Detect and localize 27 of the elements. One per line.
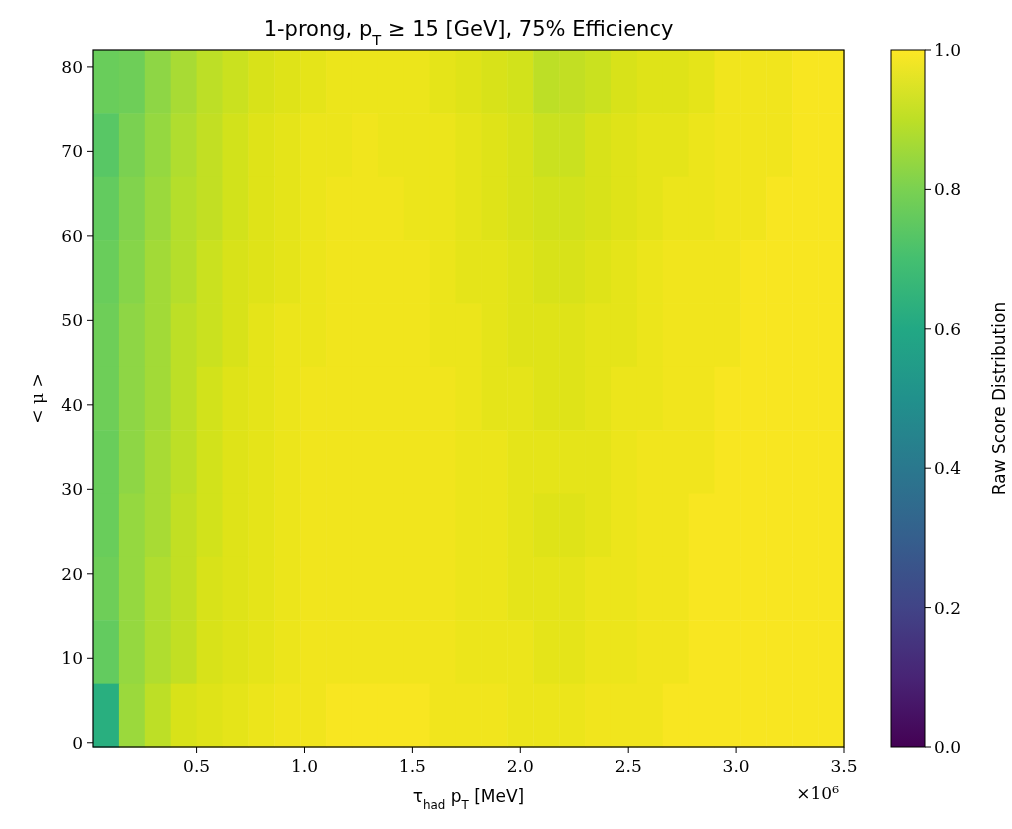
x-tick-label: 0.5 [183,756,211,776]
y-tick-label: 50 [61,310,83,331]
chart-title: 1-prong, p$_{T}$ ≥ 15 [GeV], 75% Efficiency [263,17,674,48]
y-tick-label: 20 [61,563,83,584]
color-bar-label: 1.0 [934,39,962,60]
x-tick-label: 3.5 [830,756,858,776]
x-axis-title: τ$_{had}$ p$_{T}$ [MeV] [412,786,525,812]
color-bar-title: Raw Score Distribution [989,301,1009,496]
x-tick-label: 2.0 [506,756,534,776]
y-tick-label: 30 [61,479,83,500]
y-tick-label: 0 [72,732,83,753]
x-tick-label: 1.5 [398,756,426,776]
color-bar-label: 0.8 [934,179,962,200]
x-tick-label: 1.0 [290,756,319,776]
y-tick-label: 80 [61,56,83,77]
color-bar-label: 0.0 [934,736,962,757]
x-tick-label: 2.5 [614,756,642,776]
y-tick-label: 40 [61,394,83,415]
y-tick-label: 10 [61,648,83,669]
y-tick-label: 70 [61,141,83,162]
color-bar-label: 0.4 [934,458,962,479]
color-bar-label: 0.2 [934,597,962,618]
color-bar-label: 0.6 [934,318,962,339]
y-tick-label: 60 [61,225,83,246]
y-axis-title: < μ > [27,373,47,424]
text: ×10⁶ [796,783,840,803]
x-tick-label: 3.0 [722,756,750,776]
